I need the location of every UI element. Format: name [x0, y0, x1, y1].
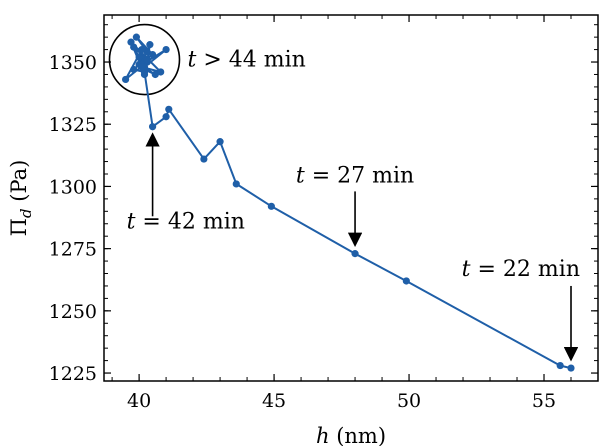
data-point	[121, 75, 130, 84]
annotation-label-var: t	[462, 257, 471, 282]
data-point	[200, 155, 208, 163]
axis-labels: h (nm) Πd (Pa)	[7, 160, 386, 446]
annotation-label-var: t	[127, 210, 136, 235]
data-point	[232, 180, 240, 188]
y-tick-label: 1250	[49, 301, 97, 323]
y-tick-label: 1275	[49, 239, 97, 261]
data-point	[157, 68, 165, 76]
annotation-label-text: > 44 min	[196, 48, 305, 73]
data-point	[556, 361, 564, 370]
data-point	[267, 202, 275, 210]
annotation-label: t > 44 min	[187, 48, 305, 73]
plot-frame	[103, 14, 599, 382]
data-point	[148, 123, 157, 131]
x-tick-label: 45	[262, 390, 286, 412]
data-point	[135, 53, 143, 61]
x-tick-label: 50	[397, 390, 421, 412]
annotation-label-var: t	[296, 164, 305, 189]
y-axis-label-unit: (Pa)	[7, 160, 31, 209]
annotation-label: t = 27 min	[296, 164, 414, 189]
data-point	[127, 38, 135, 46]
data-point	[402, 277, 410, 285]
y-axis-label-var: Π	[7, 218, 31, 236]
y-axis-label-subscript: d	[17, 208, 35, 218]
x-axis-label-var: h	[316, 424, 330, 446]
annotation-label-text: = 42 min	[135, 210, 244, 235]
data-point	[146, 41, 154, 49]
data-point	[351, 250, 359, 258]
data-point	[567, 364, 575, 372]
data-point	[216, 138, 224, 146]
data-point	[151, 70, 159, 79]
data-point	[148, 50, 157, 59]
annotation-label: t = 42 min	[127, 210, 245, 235]
y-tick-label: 1325	[49, 114, 97, 136]
data-point	[143, 55, 151, 64]
data-point	[162, 45, 170, 54]
data-point	[140, 70, 149, 79]
x-axis-label: h (nm)	[316, 424, 386, 446]
annotation-circle	[108, 23, 181, 96]
data-point	[130, 65, 138, 74]
series-layer	[121, 33, 575, 372]
y-tick-label: 1225	[49, 363, 97, 385]
data-point	[132, 33, 140, 41]
x-axis-label-unit: (nm)	[330, 424, 387, 446]
data-point	[143, 48, 151, 56]
tick-labels: 40 45 50 55 1225 1250 1275 1300 1325 1350	[49, 52, 556, 412]
plot-area: 40 45 50 55 1225 1250 1275 1300 1325 1350 t = 22 …	[49, 14, 599, 412]
data-point	[138, 45, 146, 54]
annotation-label-text: = 22 min	[471, 257, 580, 282]
y-axis-label: Πd (Pa)	[7, 160, 35, 237]
x-tick-label: 40	[127, 390, 151, 412]
annotation-label-var: t	[187, 48, 196, 73]
y-tick-label: 1300	[49, 176, 97, 198]
data-point	[162, 113, 170, 121]
x-tick-label: 55	[532, 390, 556, 412]
data-point	[138, 63, 146, 71]
annotation-label-text: = 27 min	[305, 164, 414, 189]
data-point	[165, 105, 173, 113]
y-tick-label: 1350	[49, 52, 97, 74]
annotation-label: t = 22 min	[462, 257, 580, 282]
